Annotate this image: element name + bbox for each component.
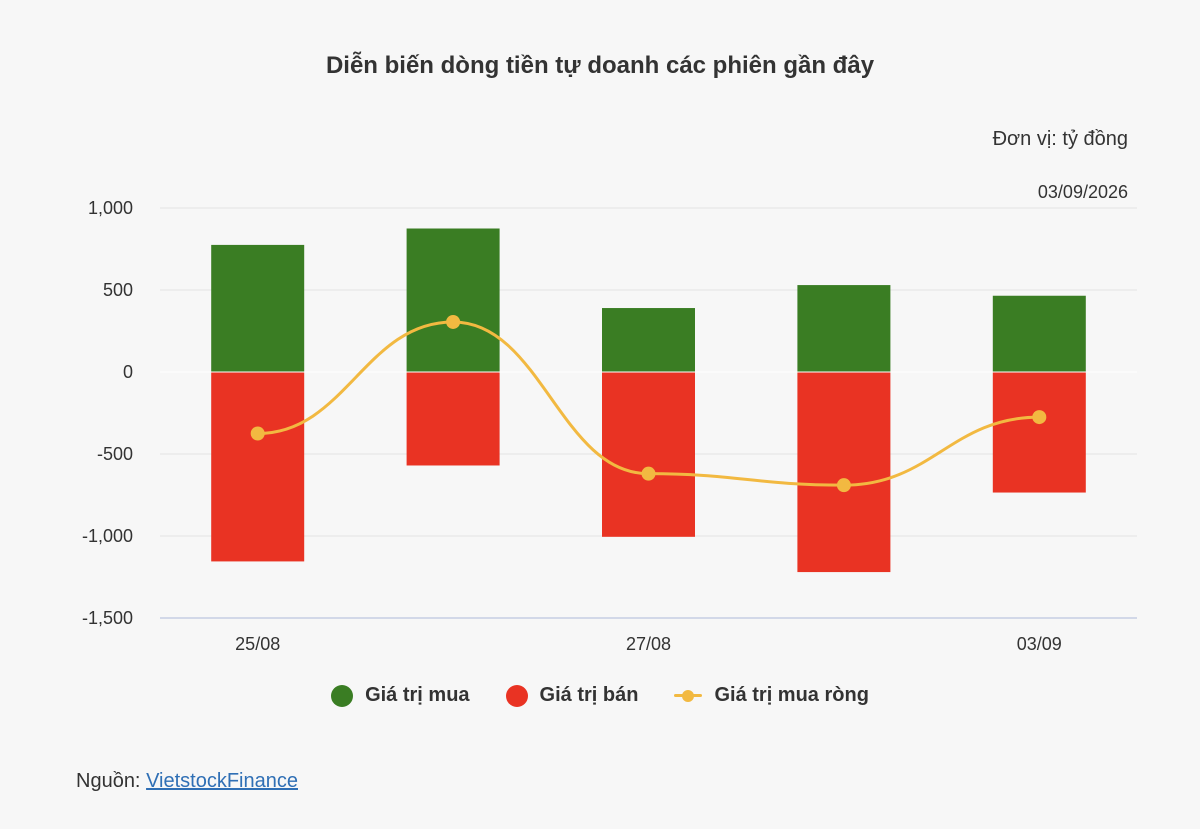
bar-sell xyxy=(797,372,891,573)
source-prefix: Nguồn: xyxy=(76,770,147,792)
legend-buy-label: Giá trị mua xyxy=(365,684,470,706)
x-tick-label: 03/09 xyxy=(1017,634,1062,654)
y-tick-label: 500 xyxy=(103,280,133,300)
chart-plot: 1,000 500 0 -500 -1,000 -1,500 25/08 27/08 03/09 xyxy=(82,198,1137,654)
y-tick-label: 0 xyxy=(123,362,133,382)
unit-label: Đơn vị: tỷ đồng xyxy=(992,128,1128,150)
bar-buy xyxy=(992,295,1086,372)
legend-item-buy[interactable]: Giá trị mua xyxy=(331,684,470,707)
net-line xyxy=(257,320,1040,487)
bar-buy xyxy=(406,228,500,372)
legend-item-net[interactable]: Giá trị mua ròng xyxy=(674,684,869,707)
bar-buy xyxy=(602,308,695,372)
bar-sell xyxy=(406,372,500,466)
chart-legend: Giá trị mua Giá trị bán Giá trị mua ròng xyxy=(0,684,1200,707)
net-point xyxy=(1032,410,1047,425)
net-point xyxy=(446,314,461,329)
y-tick-label: -1,000 xyxy=(82,526,133,546)
legend-sell-label: Giá trị bán xyxy=(539,684,639,706)
legend-item-sell[interactable]: Giá trị bán xyxy=(505,684,639,707)
source-link[interactable]: VietstockFinance xyxy=(146,770,298,792)
bar-buy xyxy=(797,285,891,372)
legend-net-label: Giá trị mua ròng xyxy=(714,684,869,706)
date-label: 03/09/2026 xyxy=(1037,182,1128,202)
chart-title: Diễn biến dòng tiền tự doanh các phiên g… xyxy=(325,52,875,79)
x-tick-label: 25/08 xyxy=(235,634,280,654)
source-note: Nguồn: VietstockFinance xyxy=(76,770,298,793)
bar-sell xyxy=(602,372,695,537)
y-tick-label: -1,500 xyxy=(82,608,133,628)
net-point xyxy=(250,426,265,441)
bar-buy xyxy=(211,244,305,372)
net-point xyxy=(641,466,656,481)
bar-sell xyxy=(992,372,1086,493)
net-point xyxy=(836,478,851,493)
legend-buy-marker xyxy=(331,684,354,707)
x-tick-label: 27/08 xyxy=(626,634,671,654)
y-tick-label: -500 xyxy=(97,444,133,464)
legend-net-marker xyxy=(674,685,703,707)
legend-sell-marker xyxy=(505,684,528,707)
y-tick-label: 1,000 xyxy=(88,198,133,218)
bar-sell xyxy=(211,372,305,562)
